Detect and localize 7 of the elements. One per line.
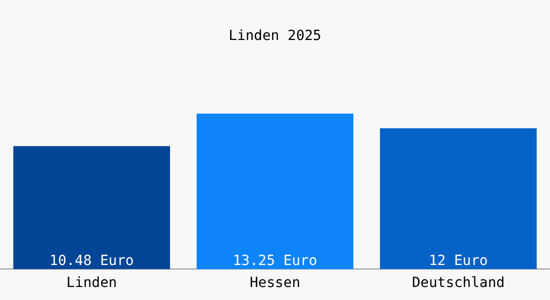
chart-title: Linden 2025 xyxy=(228,28,322,44)
data-label: 10.48 Euro xyxy=(50,252,134,269)
x-tick-label: Deutschland xyxy=(412,275,505,292)
x-tick-label: Linden xyxy=(66,275,117,292)
x-tick-label: Hessen xyxy=(250,275,300,292)
data-label: 12 Euro xyxy=(428,252,488,269)
data-label: 13.25 Euro xyxy=(232,252,318,269)
